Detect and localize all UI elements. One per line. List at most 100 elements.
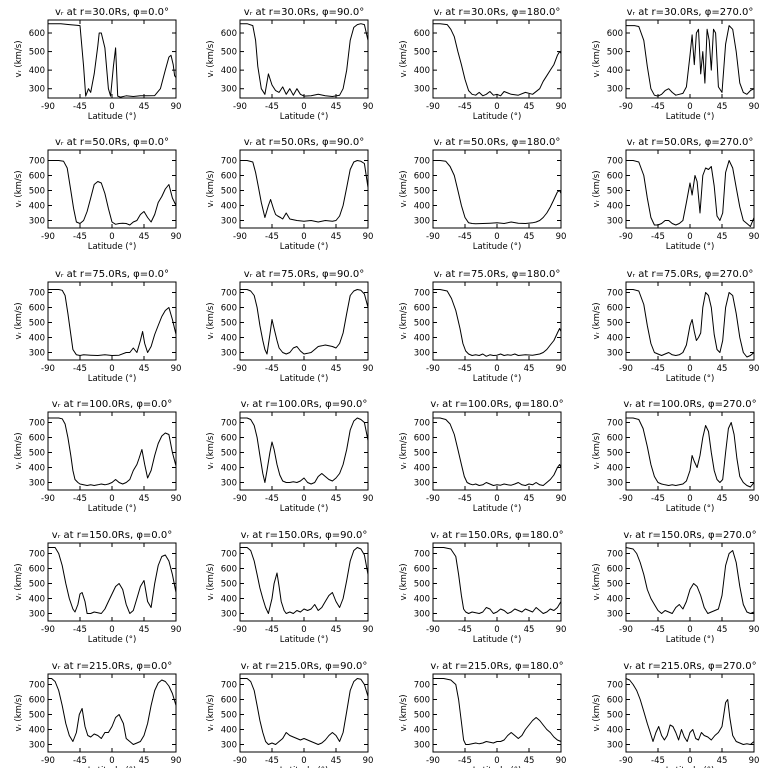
y-axis-label: vᵣ (km/s) xyxy=(14,432,24,469)
x-tick-label: 45 xyxy=(139,494,150,504)
y-tick-label: 400 xyxy=(29,726,45,736)
y-axis-label: vᵣ (km/s) xyxy=(592,694,602,731)
x-tick-label: 45 xyxy=(524,102,535,112)
x-tick-label: 0 xyxy=(301,494,306,504)
y-tick-label: 600 xyxy=(221,696,237,706)
x-tick-label: -45 xyxy=(651,102,665,112)
subplot-r5-c0: vᵣ at r=215.0Rs, φ=0.0° -90 -45 0 45 90 300 400… xyxy=(14,661,181,768)
y-tick-label: 600 xyxy=(29,304,45,314)
x-tick-label: -90 xyxy=(233,625,247,635)
subplot-title: vᵣ at r=50.0Rs, φ=180.0° xyxy=(434,137,561,148)
x-tick-label: 45 xyxy=(717,625,728,635)
x-tick-label: 45 xyxy=(717,232,728,242)
plot-frame xyxy=(47,411,177,491)
x-tick-label: -45 xyxy=(651,756,665,766)
y-axis-label: vᵣ (km/s) xyxy=(592,40,602,77)
x-axis-label: Latitude (°) xyxy=(280,504,329,514)
x-tick-label: 45 xyxy=(331,756,342,766)
subplot-title: vᵣ at r=215.0Rs, φ=0.0° xyxy=(52,661,172,672)
subplot-title: vᵣ at r=100.0Rs, φ=90.0° xyxy=(241,399,368,410)
y-tick-label: 300 xyxy=(414,479,430,489)
y-axis-label: vᵣ (km/s) xyxy=(592,432,602,469)
y-tick-label: 700 xyxy=(221,550,237,560)
series-line xyxy=(433,417,562,486)
y-tick-label: 500 xyxy=(29,580,45,590)
y-tick-label: 300 xyxy=(29,85,45,95)
x-tick-label: 90 xyxy=(171,232,182,242)
y-tick-label: 500 xyxy=(607,711,623,721)
subplot-title: vᵣ at r=150.0Rs, φ=90.0° xyxy=(241,530,368,541)
x-tick-label: 90 xyxy=(749,102,760,112)
x-tick-label: 45 xyxy=(717,102,728,112)
series-line xyxy=(240,289,369,355)
y-tick-label: 500 xyxy=(414,319,430,329)
x-tick-label: 90 xyxy=(556,756,567,766)
subplot-r2-c2: vᵣ at r=75.0Rs, φ=180.0° -90 -45 0 45 90 300 40… xyxy=(399,269,566,384)
series-line xyxy=(48,547,177,614)
y-tick-label: 400 xyxy=(29,464,45,474)
series-line xyxy=(48,23,177,98)
x-tick-label: -45 xyxy=(265,102,279,112)
subplot-r3-c2: vᵣ at r=100.0Rs, φ=180.0° -90 -45 0 45 90 300 4… xyxy=(399,399,566,514)
x-tick-label: -90 xyxy=(233,102,247,112)
subplot-r3-c0: vᵣ at r=100.0Rs, φ=0.0° -90 -45 0 45 90 300 400… xyxy=(14,399,181,514)
y-tick-label: 300 xyxy=(414,610,430,620)
plot-frame xyxy=(432,411,562,491)
y-tick-label: 600 xyxy=(221,29,237,39)
x-tick-label: 0 xyxy=(301,625,306,635)
y-tick-label: 600 xyxy=(221,172,237,182)
y-axis-label: vᵣ (km/s) xyxy=(399,302,409,339)
y-tick-label: 600 xyxy=(221,434,237,444)
y-tick-label: 500 xyxy=(607,449,623,459)
series-line xyxy=(48,289,177,356)
y-tick-label: 300 xyxy=(607,349,623,359)
y-axis-label: vᵣ (km/s) xyxy=(399,694,409,731)
y-tick-label: 500 xyxy=(607,319,623,329)
y-tick-label: 700 xyxy=(607,681,623,691)
x-tick-label: 45 xyxy=(139,102,150,112)
x-tick-label: -90 xyxy=(619,756,633,766)
y-tick-label: 300 xyxy=(607,217,623,227)
subplot-r4-c2: vᵣ at r=150.0Rs, φ=180.0° -90 -45 0 45 90 300 4… xyxy=(399,530,566,645)
x-tick-label: -90 xyxy=(426,232,440,242)
x-tick-label: -45 xyxy=(265,494,279,504)
y-tick-label: 400 xyxy=(221,66,237,76)
x-tick-label: -45 xyxy=(458,102,472,112)
x-tick-label: -45 xyxy=(73,232,87,242)
y-tick-label: 500 xyxy=(414,580,430,590)
y-tick-label: 500 xyxy=(607,580,623,590)
x-tick-label: 0 xyxy=(687,102,692,112)
x-axis-label: Latitude (°) xyxy=(666,504,715,514)
x-tick-label: 90 xyxy=(749,625,760,635)
x-tick-label: 0 xyxy=(494,756,499,766)
x-tick-label: -90 xyxy=(426,494,440,504)
y-tick-label: 400 xyxy=(221,726,237,736)
y-tick-label: 500 xyxy=(607,48,623,58)
x-tick-label: -45 xyxy=(265,625,279,635)
y-tick-label: 700 xyxy=(607,550,623,560)
y-tick-label: 400 xyxy=(414,202,430,212)
y-tick-label: 300 xyxy=(221,217,237,227)
y-tick-label: 700 xyxy=(29,157,45,167)
y-axis-label: vᵣ (km/s) xyxy=(399,40,409,77)
x-tick-label: -45 xyxy=(458,232,472,242)
y-axis-label: vᵣ (km/s) xyxy=(399,432,409,469)
y-tick-label: 400 xyxy=(607,334,623,344)
y-axis-label: vᵣ (km/s) xyxy=(206,432,216,469)
y-tick-label: 600 xyxy=(607,304,623,314)
x-tick-label: 0 xyxy=(494,494,499,504)
subplot-title: vᵣ at r=215.0Rs, φ=180.0° xyxy=(430,661,563,672)
y-tick-label: 500 xyxy=(221,711,237,721)
subplot-r0-c1: vᵣ at r=30.0Rs, φ=90.0° -90 -45 0 45 90 300 400… xyxy=(206,7,373,122)
y-axis-label: vᵣ (km/s) xyxy=(14,563,24,600)
subplot-title: vᵣ at r=215.0Rs, φ=90.0° xyxy=(241,661,368,672)
x-tick-label: 45 xyxy=(717,756,728,766)
subplot-title: vᵣ at r=150.0Rs, φ=0.0° xyxy=(52,530,172,541)
x-axis-label: Latitude (°) xyxy=(473,242,522,252)
y-axis-label: vᵣ (km/s) xyxy=(592,170,602,207)
x-axis-label: Latitude (°) xyxy=(280,112,329,122)
series-line xyxy=(48,417,177,486)
x-tick-label: 90 xyxy=(556,364,567,374)
x-tick-label: 90 xyxy=(363,756,374,766)
y-tick-label: 300 xyxy=(414,85,430,95)
